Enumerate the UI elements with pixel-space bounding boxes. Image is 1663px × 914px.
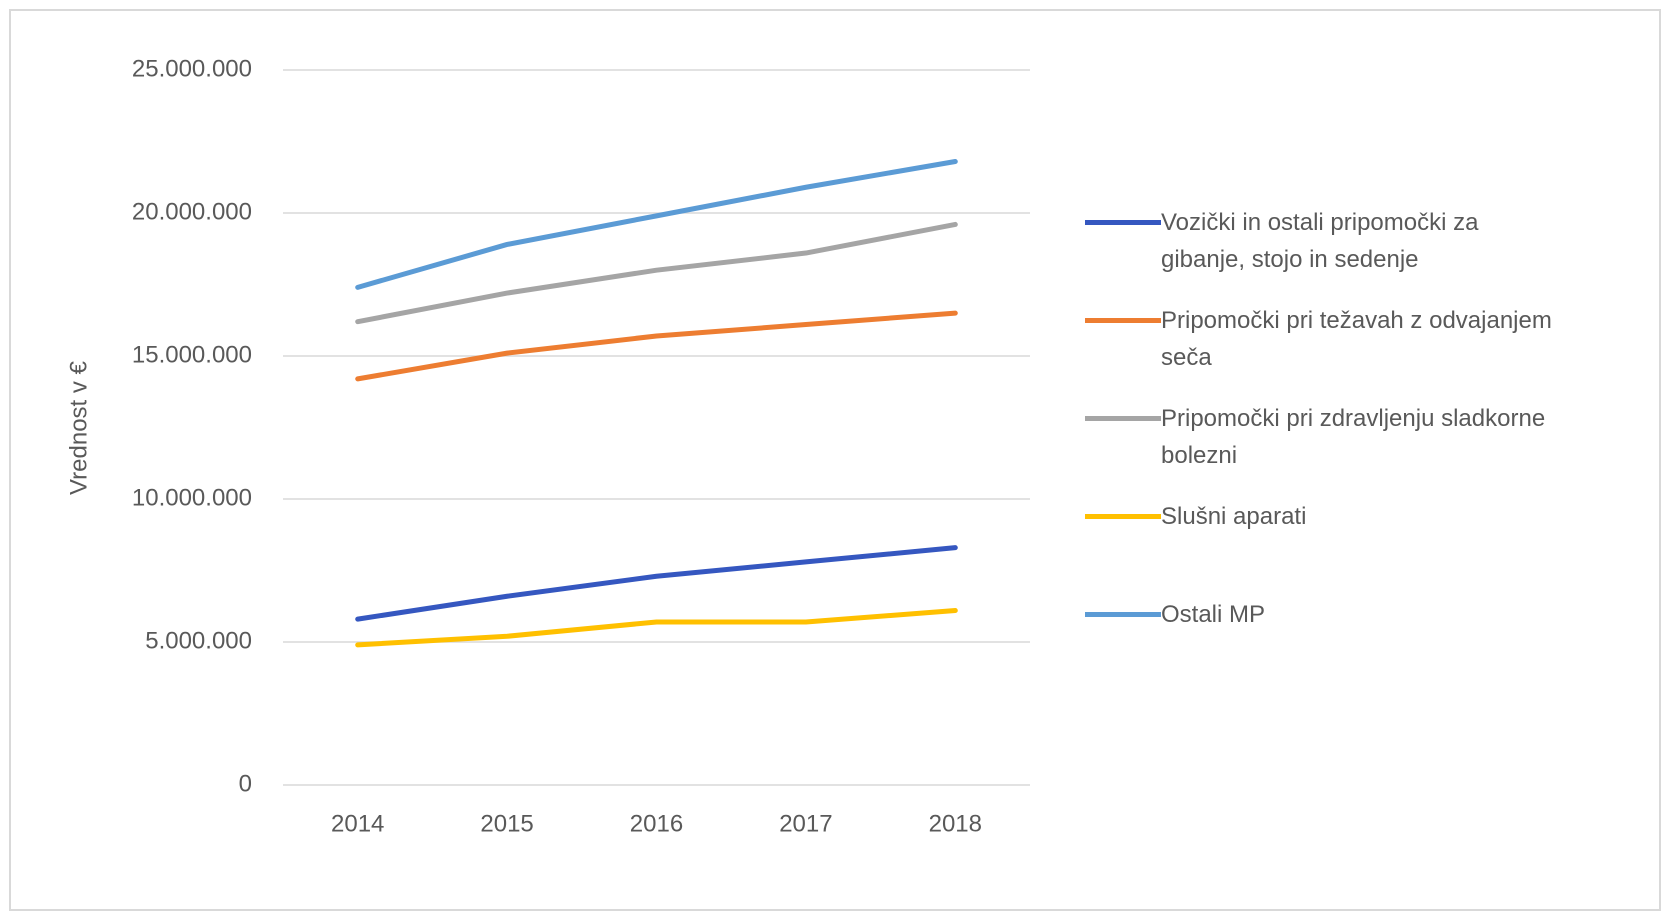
legend-swatch [1085, 318, 1161, 323]
legend-label: Ostali MP [1161, 601, 1266, 628]
legend-label: Pripomočki pri zdravljenju sladkorne bol… [1161, 405, 1546, 469]
legend-item: Vozički in ostali pripomočki za gibanje,… [1085, 204, 1645, 302]
x-tick-label: 2017 [779, 810, 832, 837]
series-line [355, 159, 958, 290]
x-tick-label: 2018 [929, 810, 982, 837]
legend: Vozički in ostali pripomočki za gibanje,… [1085, 204, 1645, 694]
x-tick-label: 2014 [331, 810, 384, 837]
x-tick-label: 2015 [480, 810, 533, 837]
legend-swatch [1085, 220, 1161, 225]
y-tick-label: 0 [239, 770, 252, 797]
legend-item: Pripomočki pri težavah z odvajanjem seča [1085, 302, 1645, 400]
y-tick-label: 5.000.000 [145, 627, 252, 654]
legend-label: Slušni aparati [1161, 503, 1307, 530]
series-line [355, 608, 958, 648]
legend-label: Vozički in ostali pripomočki za gibanje,… [1161, 209, 1479, 273]
series-line [355, 310, 958, 382]
series-line [355, 545, 958, 622]
legend-label: Pripomočki pri težavah z odvajanjem seča [1161, 307, 1552, 371]
y-tick-label: 15.000.000 [132, 341, 252, 368]
legend-swatch [1085, 514, 1161, 519]
y-axis-label: Vrednost v € [65, 360, 92, 495]
y-tick-label: 25.000.000 [132, 55, 252, 82]
series-line [355, 221, 958, 325]
legend-swatch [1085, 612, 1161, 617]
chart-frame [9, 9, 1661, 911]
legend-item: Slušni aparati [1085, 498, 1645, 596]
legend-item: Pripomočki pri zdravljenju sladkorne bol… [1085, 400, 1645, 498]
legend-item: Ostali MP [1085, 596, 1645, 694]
legend-swatch [1085, 416, 1161, 421]
y-tick-label: 10.000.000 [132, 484, 252, 511]
y-tick-label: 20.000.000 [132, 198, 252, 225]
x-tick-label: 2016 [630, 810, 683, 837]
